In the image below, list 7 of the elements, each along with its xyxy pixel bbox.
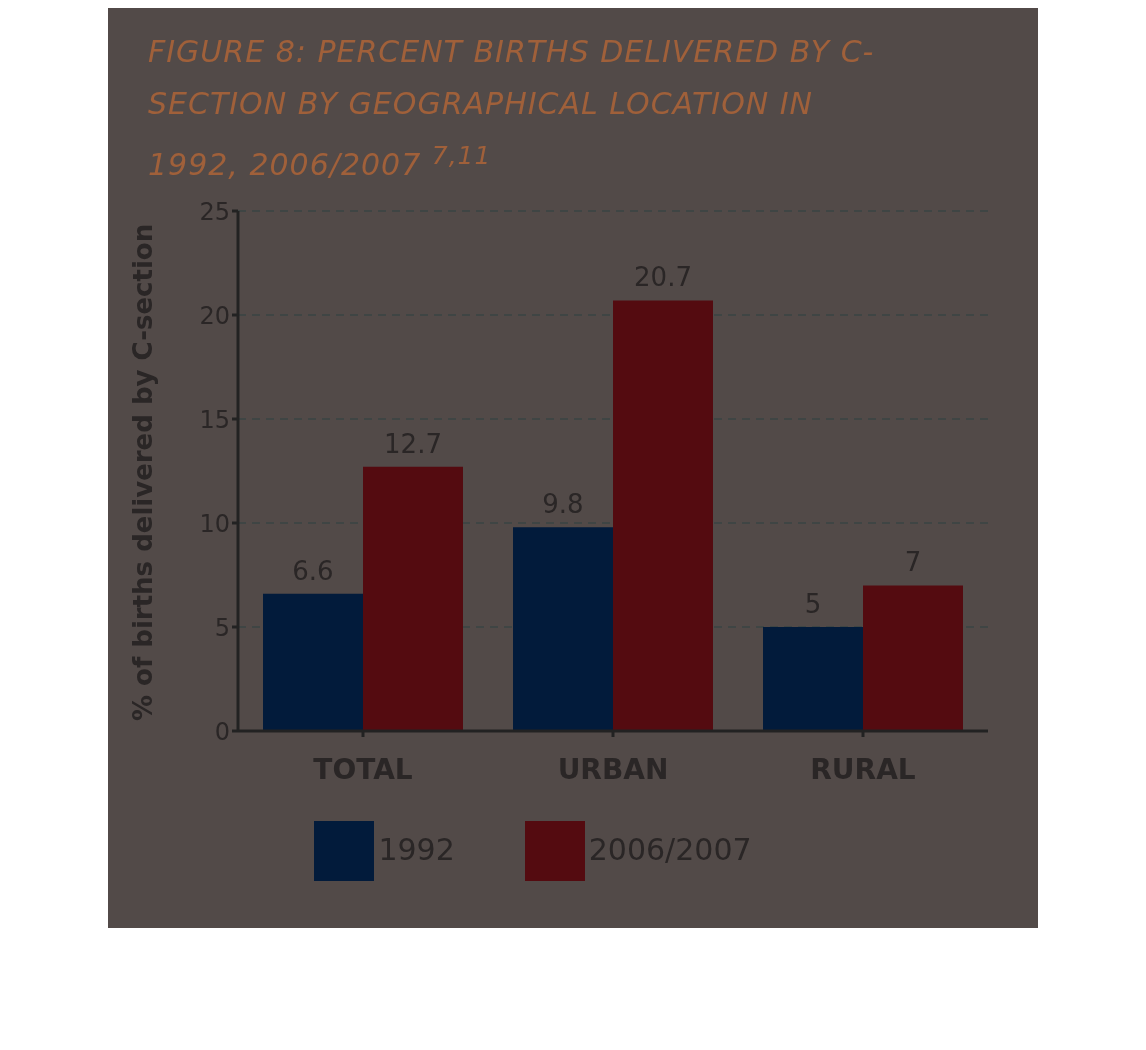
chart-title: FIGURE 8: PERCENT BIRTHS DELIVERED BY C-SECTION BY GEOGRAPHICAL LOCATION IN 1992, 2006/2007 $^{7,11}$ xyxy=(147,33,876,184)
bar xyxy=(513,527,613,731)
bar xyxy=(863,585,963,731)
bar xyxy=(363,466,463,731)
bar xyxy=(263,593,363,731)
bar xyxy=(613,300,713,731)
bar xyxy=(763,627,863,731)
